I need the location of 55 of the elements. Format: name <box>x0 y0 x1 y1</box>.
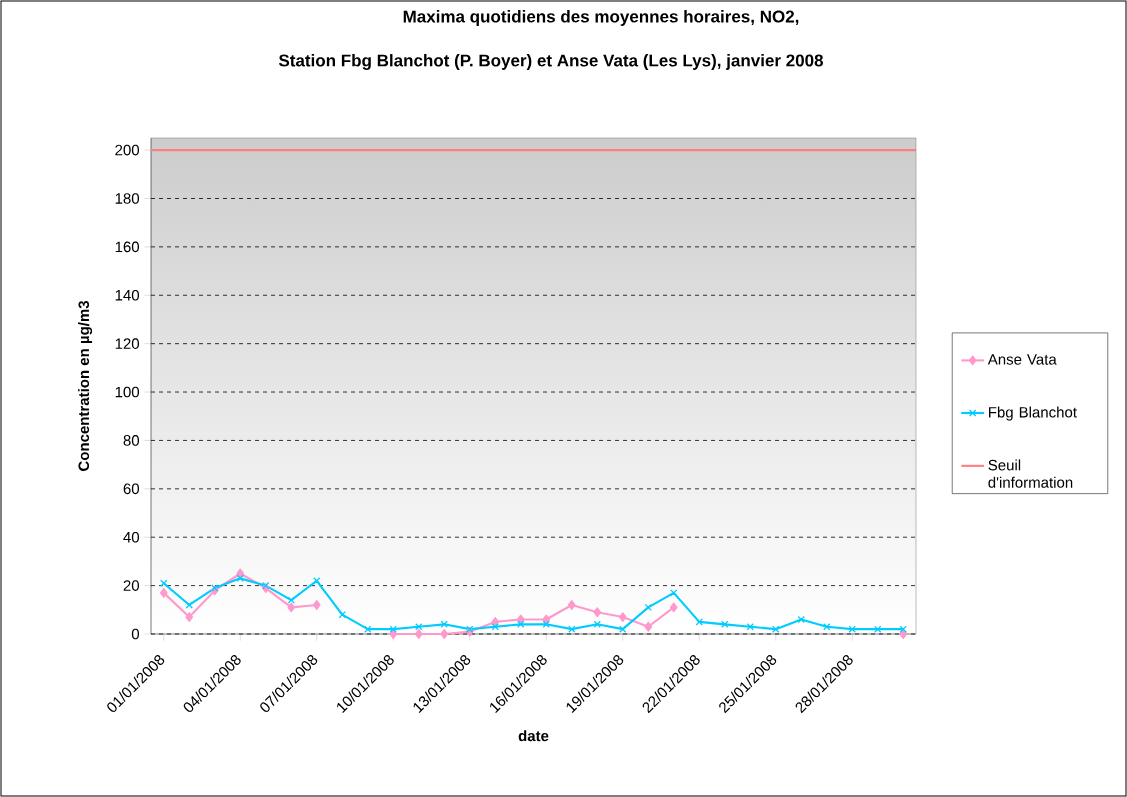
point <box>721 620 729 629</box>
y-axis-title: Concentration en µg/m3 <box>78 300 93 471</box>
point <box>899 625 907 633</box>
point <box>874 625 882 633</box>
y-tick-label: 140 <box>115 289 140 301</box>
point <box>466 625 474 633</box>
point <box>287 596 295 604</box>
y-tick-label: 100 <box>115 386 140 398</box>
legend-label: Seuil d'information <box>988 459 1073 488</box>
y-tick-label: 120 <box>115 338 140 349</box>
point <box>772 625 780 633</box>
y-tick-label: 200 <box>115 144 140 156</box>
x-axis-title: date <box>518 730 549 742</box>
point <box>516 614 525 625</box>
y-tick-label: 80 <box>123 435 140 446</box>
point <box>517 620 525 629</box>
y-tick-label: 60 <box>123 483 140 495</box>
point <box>159 587 168 598</box>
point <box>211 584 219 592</box>
chart-title: Maxima quotidiens des moyennes horaires, NO2, <box>403 10 799 26</box>
point <box>618 612 627 622</box>
point <box>670 589 678 597</box>
point <box>899 629 908 639</box>
point <box>312 600 321 610</box>
point <box>797 615 805 624</box>
point <box>389 629 398 639</box>
point <box>669 602 678 613</box>
point <box>848 625 856 633</box>
legend-label: Anse Vata <box>987 354 1057 365</box>
point <box>440 629 449 639</box>
point <box>593 620 601 629</box>
point <box>542 614 551 625</box>
y-tick-label: 160 <box>115 241 140 253</box>
y-tick-label: 20 <box>123 580 140 591</box>
point <box>567 600 576 610</box>
point <box>236 574 244 583</box>
point <box>287 602 296 613</box>
point <box>236 568 245 579</box>
point <box>185 601 193 609</box>
point <box>364 625 372 633</box>
point <box>389 625 397 633</box>
point <box>338 610 346 619</box>
y-tick-label: 40 <box>123 531 140 543</box>
point <box>593 607 602 618</box>
y-tick-label: 180 <box>115 193 140 204</box>
point <box>414 629 423 639</box>
chart-subtitle: Station Fbg Blanchot (P. Boyer) et Anse Vata (Les Lys), janvier 2008 <box>278 54 823 70</box>
point <box>644 603 652 612</box>
point <box>619 625 627 633</box>
point <box>644 621 653 632</box>
point <box>695 618 703 626</box>
point <box>185 612 194 622</box>
y-tick-label: 0 <box>131 628 140 640</box>
point <box>568 625 576 633</box>
legend-label: Fbg Blanchot <box>989 406 1077 421</box>
